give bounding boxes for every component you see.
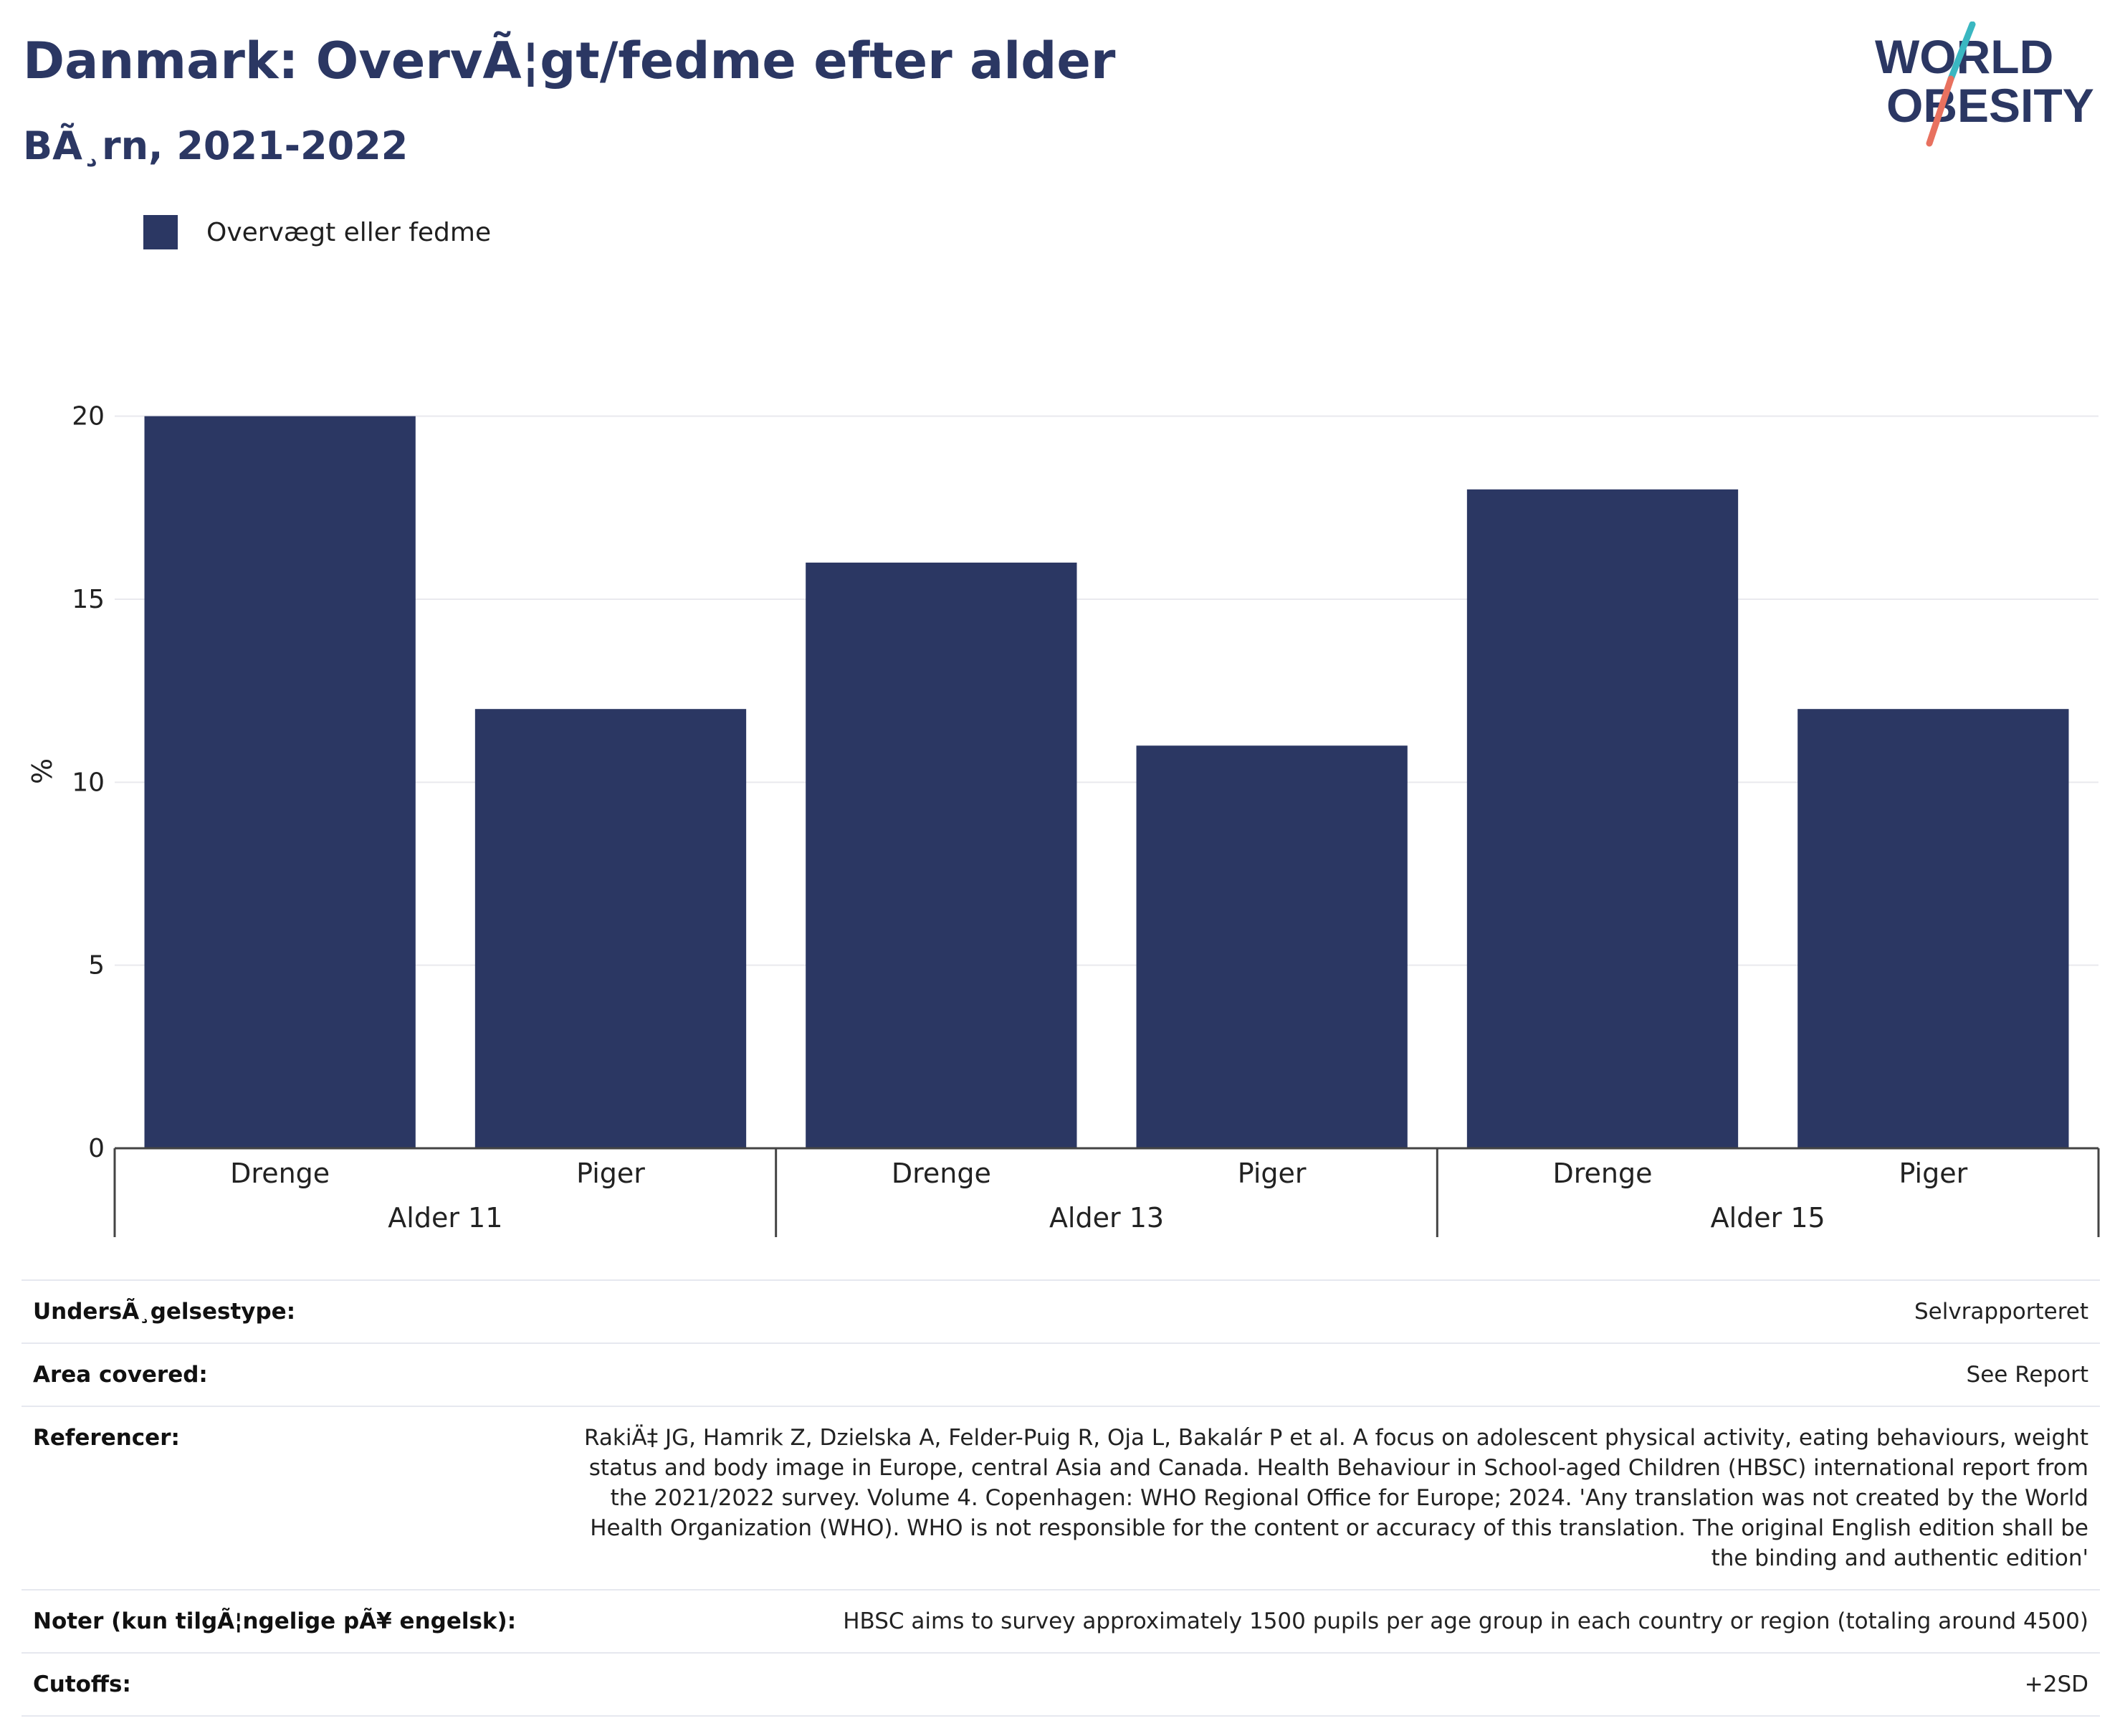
x-tick-label: Drenge — [230, 1158, 330, 1189]
bar-chart: 0 5 10 15 20% Drenge Piger Drenge Piger Drenge Pig… — [27, 402, 2100, 1237]
y-tick-label: 0 — [88, 1134, 105, 1163]
chart-subtitle: BÃ¸rn, 2021-2022 — [23, 123, 409, 168]
x-tick-label: Piger — [1899, 1158, 1967, 1189]
y-tick-label: 20 — [72, 402, 105, 431]
legend-swatch — [143, 215, 178, 249]
metadata-key: Referencer: — [33, 1425, 180, 1451]
x-tick-label: Piger — [1238, 1158, 1307, 1189]
metadata-row: UndersÃ¸gelsestype: Selvrapporteret — [22, 1279, 2100, 1342]
group-label: Alder 15 — [1711, 1202, 1825, 1234]
bar — [1797, 709, 2069, 1148]
metadata-row: Cutoffs: +2SD — [22, 1652, 2100, 1717]
metadata-key: Cutoffs: — [33, 1671, 131, 1697]
metadata-value: See Report — [1966, 1362, 2088, 1388]
metadata-value: Selvrapporteret — [1914, 1299, 2088, 1325]
world-obesity-logo: WORLD OBESITY — [1875, 22, 2094, 147]
group-label: Alder 11 — [388, 1202, 502, 1234]
metadata-row: Noter (kun tilgÃ¦ngelige pÃ¥ engelsk): HB… — [22, 1589, 2100, 1652]
group-label: Alder 13 — [1049, 1202, 1164, 1234]
metadata-row: Referencer: RakiÄ‡ JG, Hamrik Z, Dzielska… — [22, 1406, 2100, 1589]
bar — [474, 709, 747, 1148]
legend-label: Overvægt eller fedme — [206, 217, 492, 247]
metadata-value: HBSC aims to survey approximately 1500 p… — [843, 1608, 2088, 1634]
bar — [1466, 489, 1739, 1148]
metadata-key: Area covered: — [33, 1362, 208, 1388]
bar — [806, 562, 1077, 1148]
x-tick-label: Piger — [576, 1158, 645, 1189]
logo-slash-coral — [1926, 75, 1954, 147]
metadata-value: +2SD — [2024, 1671, 2088, 1697]
metadata-value: RakiÄ‡ JG, Hamrik Z, Dzielska A, Felder-… — [584, 1425, 2088, 1571]
bar — [1136, 745, 1408, 1148]
x-tick-label: Drenge — [892, 1158, 991, 1189]
metadata-row: Area covered: See Report — [22, 1342, 2100, 1406]
metadata-key: Noter (kun tilgÃ¦ngelige pÃ¥ engelsk): — [33, 1608, 517, 1634]
logo-line-2: OBESITY — [1886, 79, 2094, 132]
y-tick-label: 15 — [72, 585, 105, 614]
logo-slash-teal — [1947, 22, 1976, 82]
y-tick-label: 10 — [72, 768, 105, 797]
y-axis-label: % — [27, 758, 58, 784]
metadata-key: UndersÃ¸gelsestype: — [33, 1299, 296, 1325]
bar — [144, 416, 416, 1148]
chart-title: Danmark: OvervÃ¦gt/fedme efter alder — [23, 32, 1116, 90]
y-tick-label: 5 — [88, 951, 105, 981]
x-tick-label: Drenge — [1552, 1158, 1652, 1189]
legend[interactable]: Overvægt eller fedme — [143, 215, 491, 249]
metadata-table: UndersÃ¸gelsestype: Selvrapporteret Area c… — [22, 1279, 2100, 1717]
